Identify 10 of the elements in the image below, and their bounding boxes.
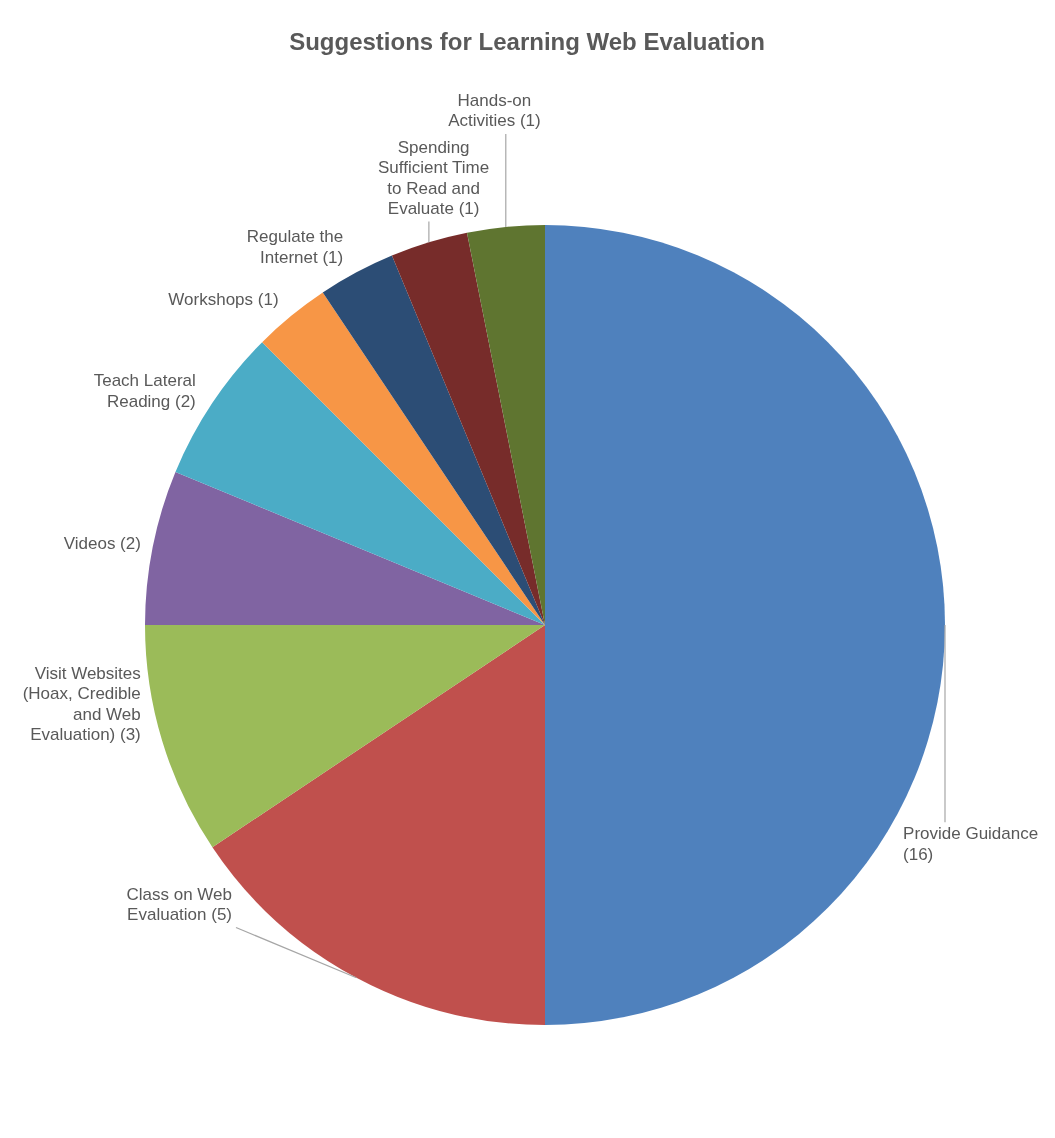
- slice-label: Hands-on Activities (1): [448, 91, 541, 131]
- chart-title: Suggestions for Learning Web Evaluation: [289, 28, 765, 55]
- slice-label: Provide Guidance (16): [903, 824, 1039, 864]
- slice-label: Visit Websites (Hoax, Credible and Web Evaluation) (3): [22, 663, 141, 745]
- slice-label: Teach Lateral Reading (2): [93, 371, 196, 411]
- slice-label: Videos (2): [63, 534, 141, 554]
- slice-label: Workshops (1): [168, 290, 279, 310]
- slice-label: Regulate the Internet (1): [246, 227, 344, 267]
- slice-label: Spending Sufficient Time to Read and Evaluate (1): [378, 137, 490, 219]
- slice-label: Class on Web Evaluation (5): [126, 884, 233, 925]
